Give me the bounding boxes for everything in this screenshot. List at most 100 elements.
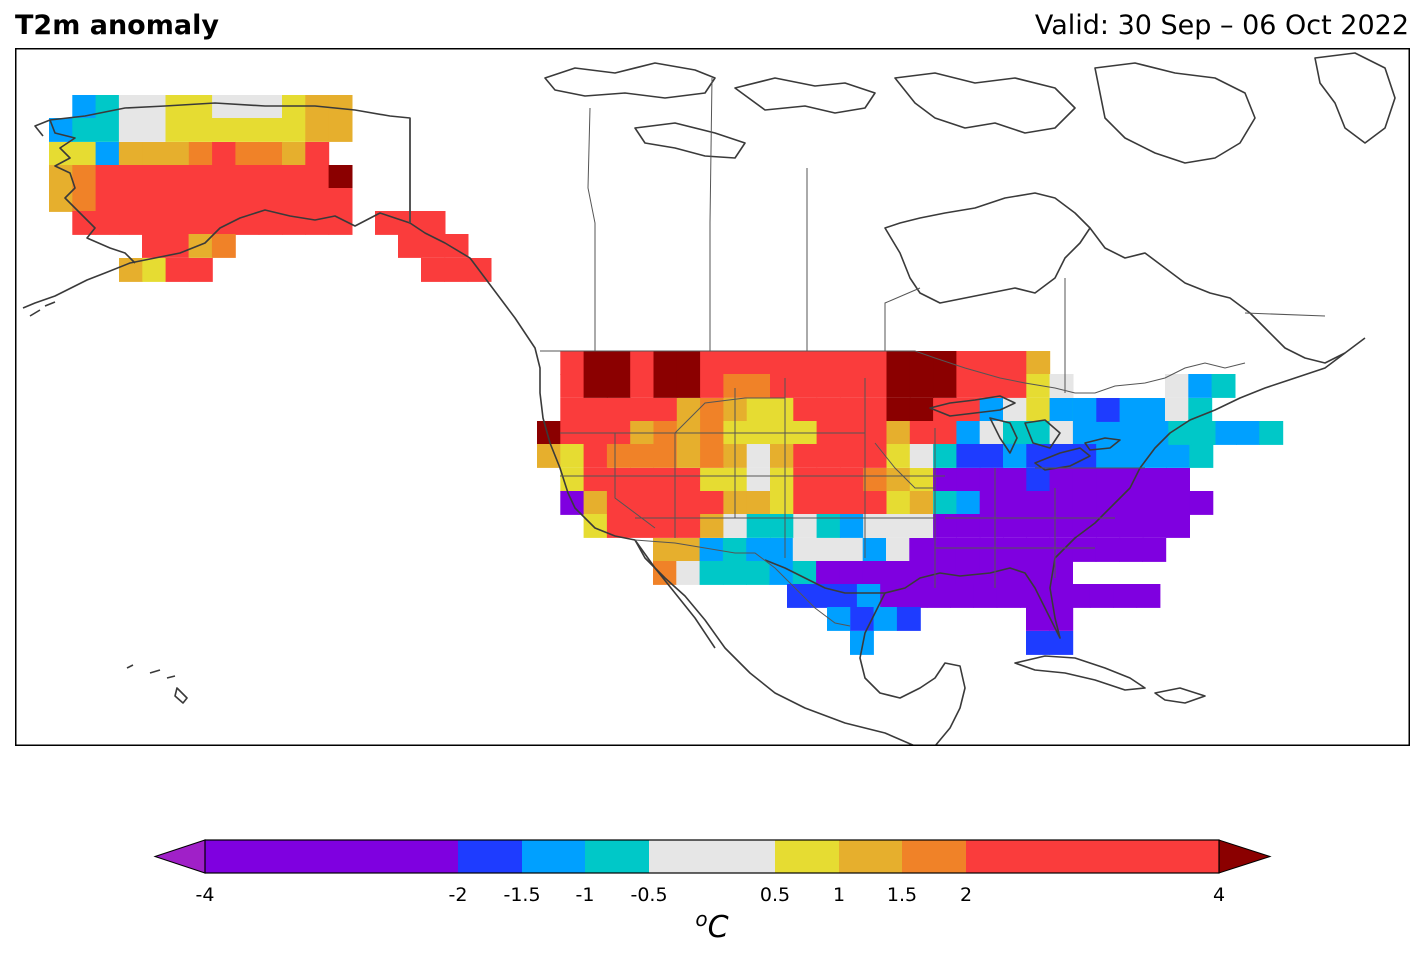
- anomaly-cell: [956, 398, 981, 422]
- anomaly-cell: [1189, 444, 1214, 468]
- anomaly-cell: [258, 165, 283, 189]
- valid-date: Valid: 30 Sep – 06 Oct 2022: [1034, 10, 1409, 41]
- anomaly-cell: [926, 584, 951, 608]
- anomaly-cell: [1026, 584, 1050, 608]
- anomaly-cell: [188, 165, 213, 189]
- anomaly-cell: [583, 374, 608, 398]
- anomaly-cell: [886, 491, 911, 515]
- anomaly-cell: [165, 188, 190, 212]
- colorbar-unit: oC: [695, 907, 729, 945]
- anomaly-cell: [909, 491, 934, 515]
- anomaly-cell: [1166, 468, 1190, 492]
- anomaly-cell: [142, 234, 166, 258]
- anomaly-cell: [746, 351, 771, 375]
- anomaly-cell: [909, 421, 934, 445]
- anomaly-cell: [1026, 514, 1051, 538]
- anomaly-cell: [95, 165, 120, 189]
- anomaly-cell: [1096, 444, 1121, 468]
- anomaly-cell: [839, 444, 864, 468]
- anomaly-cell: [235, 188, 260, 212]
- colorbar-bin: [966, 840, 1219, 873]
- anomaly-cell: [630, 468, 655, 492]
- anomaly-cell: [886, 421, 911, 445]
- anomaly-cell: [933, 421, 957, 445]
- anomaly-cell: [421, 258, 445, 282]
- anomaly-cell: [1142, 398, 1167, 422]
- anomaly-cell: [1166, 444, 1190, 468]
- anomaly-cell: [886, 468, 911, 492]
- anomaly-cell: [886, 561, 910, 585]
- anomaly-cell: [212, 95, 236, 119]
- colorbar-bin: [522, 840, 585, 873]
- anomaly-cell: [862, 538, 887, 562]
- anomaly-cell: [1095, 538, 1120, 562]
- anomaly-cell: [932, 538, 957, 562]
- anomaly-cell: [839, 351, 864, 375]
- anomaly-cell: [328, 95, 353, 119]
- anomaly-cell: [1049, 538, 1073, 562]
- anomaly-cell: [700, 491, 724, 515]
- anomaly-cell: [792, 561, 817, 585]
- anomaly-cell: [282, 142, 306, 166]
- anomaly-cell: [886, 398, 911, 422]
- anomaly-cell: [723, 514, 748, 538]
- anomaly-cell: [188, 142, 213, 166]
- anomaly-cell: [653, 514, 678, 538]
- anomaly-cell: [1003, 374, 1027, 398]
- anomaly-cell: [653, 538, 677, 562]
- anomaly-cell: [746, 491, 771, 515]
- anomaly-cell: [770, 514, 794, 538]
- anomaly-cell: [142, 211, 167, 235]
- anomaly-cell: [816, 374, 841, 398]
- anomaly-cell: [212, 142, 236, 166]
- anomaly-cell: [1113, 584, 1138, 608]
- anomaly-cell: [1025, 538, 1050, 562]
- colorbar-tick-label: 2: [959, 884, 973, 906]
- anomaly-cell: [606, 351, 631, 375]
- anomaly-cell: [1119, 468, 1144, 492]
- anomaly-cell: [839, 491, 864, 515]
- anomaly-cell: [676, 398, 701, 422]
- anomaly-cell: [1096, 468, 1121, 492]
- colorbar-tick-label: -1.5: [503, 884, 541, 906]
- anomaly-cell: [212, 165, 236, 189]
- anomaly-cell: [583, 351, 608, 375]
- anomaly-cell: [1096, 491, 1121, 515]
- anomaly-cell: [95, 142, 120, 166]
- anomaly-cell: [886, 444, 911, 468]
- anomaly-cell: [676, 468, 701, 492]
- anomaly-cell: [188, 188, 213, 212]
- anomaly-cell: [839, 561, 864, 585]
- anomaly-cell: [1096, 421, 1121, 445]
- anomaly-cell: [996, 584, 1021, 608]
- anomaly-cell: [606, 468, 631, 492]
- anomaly-cell: [235, 118, 260, 142]
- anomaly-cell: [863, 491, 888, 515]
- anomaly-cell: [909, 398, 934, 422]
- anomaly-cell: [933, 491, 957, 515]
- anomaly-cell: [165, 118, 190, 142]
- anomaly-cell: [746, 444, 771, 468]
- anomaly-cell: [1003, 398, 1027, 422]
- anomaly-cell: [793, 468, 818, 492]
- anomaly-cell: [118, 188, 143, 212]
- anomaly-cell: [676, 444, 701, 468]
- anomaly-cell: [816, 398, 841, 422]
- anomaly-cell: [816, 444, 841, 468]
- anomaly-cell: [560, 398, 585, 422]
- anomaly-cell: [909, 374, 934, 398]
- anomaly-cell: [95, 118, 120, 142]
- anomaly-cell: [1165, 374, 1189, 398]
- anomaly-cell: [1119, 444, 1144, 468]
- anomaly-cell: [560, 444, 585, 468]
- anomaly-cell: [1073, 398, 1097, 422]
- anomaly-cell: [583, 398, 608, 422]
- anomaly-cell: [723, 374, 748, 398]
- anomaly-cell: [1189, 491, 1214, 515]
- anomaly-cell: [328, 188, 353, 212]
- anomaly-cell: [769, 561, 794, 585]
- anomaly-cell: [258, 142, 283, 166]
- anomaly-cell: [955, 538, 980, 562]
- anomaly-cell: [653, 444, 678, 468]
- anomaly-cell: [630, 491, 655, 515]
